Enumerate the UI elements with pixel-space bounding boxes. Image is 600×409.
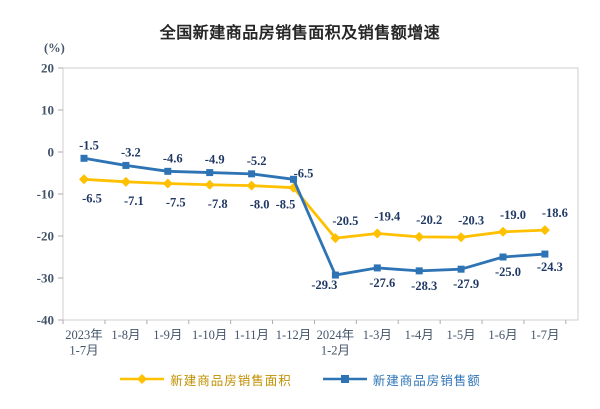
square-marker-icon (248, 170, 256, 178)
data-label-sales-area: -7.8 (208, 197, 228, 211)
data-label-sales-area: -20.3 (458, 213, 484, 227)
square-marker-icon (373, 264, 381, 272)
data-label-sales-area: -8.0 (250, 198, 270, 212)
square-marker-icon (415, 267, 423, 275)
diamond-marker-icon (330, 233, 341, 244)
data-label-sales-area: -18.6 (542, 206, 568, 220)
data-label-sales-amount: -4.9 (205, 153, 225, 167)
x-axis-label: 1-7月 (530, 328, 559, 342)
series-line-sales-amount (83, 156, 545, 277)
x-axis-label: 1-11月 (234, 328, 269, 342)
data-label-sales-amount: -3.2 (121, 145, 141, 159)
data-label-sales-amount: -6.5 (294, 166, 314, 180)
legend-item-sales-area: 新建商品房销售面积 (119, 370, 292, 389)
diamond-marker-icon (456, 232, 467, 243)
legend-item-sales-amount: 新建商品房销售额 (322, 370, 481, 389)
y-axis-tick-label: -10 (37, 187, 54, 202)
legend-label-sales-area: 新建商品房销售面积 (170, 373, 292, 388)
x-axis-label: 1-3月 (363, 328, 392, 342)
square-marker-icon (164, 167, 172, 175)
data-label-sales-amount: -5.2 (247, 154, 267, 168)
data-label-sales-amount: -29.3 (311, 278, 337, 292)
y-axis-tick-label: 0 (48, 145, 55, 160)
y-axis-tick-label: 10 (41, 103, 54, 118)
diamond-marker-icon (79, 174, 89, 185)
series-line-sales-area (83, 177, 545, 240)
y-axis-unit-label: (%) (44, 41, 65, 55)
legend-diamond-marker-icon (137, 374, 148, 384)
diamond-marker-icon (539, 225, 550, 236)
legend-square-marker-icon (340, 375, 349, 383)
diamond-marker-icon (372, 228, 383, 239)
x-axis-label: 1-8月 (111, 328, 140, 342)
diamond-marker-icon (204, 179, 215, 190)
data-label-sales-area: -20.5 (332, 214, 358, 228)
data-label-sales-amount: -27.6 (369, 276, 395, 290)
y-axis-tick-label: -30 (37, 271, 54, 286)
data-label-sales-amount: -24.3 (537, 260, 563, 274)
diamond-marker-icon (162, 178, 173, 189)
y-axis-tick-label: 20 (41, 61, 54, 76)
data-label-sales-amount: -25.0 (495, 265, 521, 279)
x-axis-label: 2023年 (65, 328, 103, 342)
data-label-sales-area: -7.5 (166, 196, 186, 210)
legend-swatch-sales-area-icon (120, 374, 165, 384)
data-label-sales-area: -20.2 (416, 213, 442, 227)
data-label-sales-area: -7.1 (124, 194, 144, 208)
x-axis-label: 1-9月 (153, 328, 182, 342)
data-label-sales-area: -8.5 (276, 198, 296, 212)
x-axis-label: 2024年 (317, 328, 355, 342)
data-label-sales-amount: -1.5 (79, 138, 99, 152)
square-marker-icon (331, 271, 339, 279)
diamond-marker-icon (246, 180, 257, 191)
x-axis-label: 1-4月 (405, 328, 434, 342)
x-axis-label: 1-6月 (488, 328, 517, 342)
legend: 新建商品房销售面积 新建商品房销售额 (0, 369, 600, 389)
square-marker-icon (206, 169, 214, 177)
y-axis-tick-label: -20 (37, 229, 54, 244)
x-axis-label: 1-2月 (321, 344, 350, 358)
legend-label-sales-amount: 新建商品房销售额 (372, 373, 481, 388)
square-marker-icon (290, 175, 297, 183)
data-label-sales-amount: -27.9 (453, 277, 479, 291)
x-axis-label: 1-5月 (447, 328, 476, 342)
x-axis-label: 1-7月 (69, 344, 98, 358)
data-label-sales-area: -19.0 (500, 208, 526, 222)
x-axis-label: 1-12月 (276, 328, 311, 342)
legend-swatch-sales-amount-icon (322, 375, 367, 383)
square-marker-icon (499, 253, 507, 261)
data-label-sales-area: -19.4 (374, 209, 401, 223)
data-label-sales-area: -6.5 (82, 191, 102, 205)
data-label-sales-amount: -4.6 (163, 151, 183, 165)
square-marker-icon (541, 250, 549, 258)
x-axis-label: 1-10月 (192, 328, 227, 342)
diamond-marker-icon (120, 176, 131, 187)
diamond-marker-icon (498, 226, 508, 237)
square-marker-icon (457, 265, 465, 273)
chart-title: 全国新建商品房销售面积及销售额增速 (159, 25, 441, 42)
data-label-sales-amount: -28.3 (411, 279, 437, 293)
square-marker-icon (122, 161, 130, 169)
diamond-marker-icon (414, 231, 425, 242)
square-marker-icon (80, 154, 88, 162)
y-axis-tick-label: -40 (37, 313, 54, 328)
